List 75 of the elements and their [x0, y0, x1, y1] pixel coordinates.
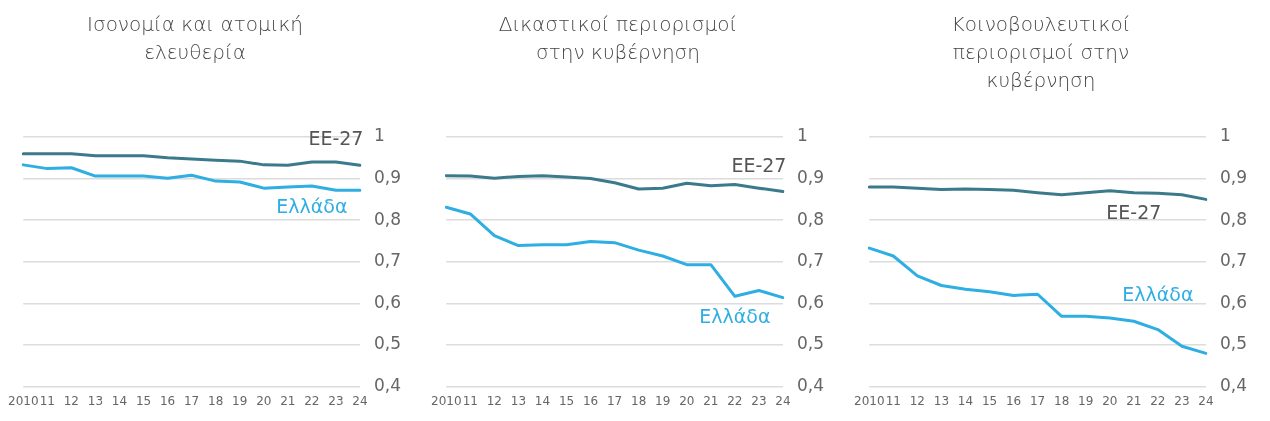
series-label: ΕΕ-27 — [731, 153, 787, 176]
y-tick-label: 0,6 — [796, 291, 825, 312]
x-tick-label: 17 — [183, 393, 200, 408]
y-tick-label: 0,4 — [796, 375, 825, 396]
x-tick-label: 14 — [534, 393, 551, 408]
x-tick-label: 11 — [39, 393, 55, 408]
y-tick-label: 1 — [796, 125, 808, 146]
x-tick-label: 13 — [933, 393, 950, 408]
x-tick-label: 24 — [1198, 393, 1214, 408]
x-tick-label: 21 — [280, 393, 296, 408]
series-label: Ελλάδα — [699, 304, 771, 327]
x-tick-label: 24 — [352, 393, 368, 408]
y-tick-label: 0,6 — [373, 291, 402, 312]
x-tick-label: 20 — [679, 393, 695, 408]
x-tick-label: 13 — [87, 393, 104, 408]
x-tick-label: 22 — [304, 393, 320, 408]
x-tick-label: 2010 — [854, 393, 885, 408]
x-tick-label: 20 — [256, 393, 272, 408]
x-tick-label: 16 — [1005, 393, 1022, 408]
y-tick-label: 0,6 — [1219, 291, 1248, 312]
y-tick-label: 0,5 — [373, 333, 402, 354]
x-tick-label: 15 — [558, 393, 575, 408]
x-tick-label: 2010 — [8, 393, 39, 408]
x-tick-label: 19 — [1078, 393, 1094, 408]
x-tick-label: 15 — [135, 393, 152, 408]
series-label: Ελλάδα — [276, 194, 348, 217]
x-tick-label: 22 — [1150, 393, 1166, 408]
series-label: Ελλάδα — [1122, 283, 1194, 306]
y-tick-label: 0,4 — [373, 375, 402, 396]
x-tick-label: 22 — [727, 393, 743, 408]
x-tick-label: 16 — [159, 393, 176, 408]
x-tick-label: 15 — [981, 393, 998, 408]
y-tick-label: 0,7 — [1219, 250, 1248, 271]
y-tick-label: 0,8 — [1219, 208, 1248, 229]
x-tick-label: 24 — [775, 393, 791, 408]
y-tick-label: 0,4 — [1219, 375, 1248, 396]
x-tick-label: 21 — [1126, 393, 1142, 408]
series-label: ΕΕ-27 — [308, 127, 364, 150]
x-tick-label: 18 — [1054, 393, 1070, 408]
y-tick-label: 0,7 — [796, 250, 825, 271]
x-tick-label: 13 — [510, 393, 527, 408]
x-tick-label: 23 — [1174, 393, 1190, 408]
x-tick-label: 21 — [703, 393, 719, 408]
series-label: ΕΕ-27 — [1106, 201, 1162, 224]
x-tick-label: 12 — [486, 393, 503, 408]
y-tick-label: 0,9 — [1219, 167, 1248, 188]
x-tick-label: 18 — [208, 393, 224, 408]
x-tick-label: 12 — [909, 393, 926, 408]
x-tick-label: 23 — [751, 393, 767, 408]
y-tick-label: 0,8 — [796, 208, 825, 229]
x-tick-label: 11 — [885, 393, 901, 408]
x-tick-label: 17 — [1029, 393, 1046, 408]
x-tick-label: 18 — [631, 393, 647, 408]
x-tick-label: 16 — [582, 393, 599, 408]
x-tick-label: 11 — [462, 393, 478, 408]
x-tick-label: 19 — [655, 393, 671, 408]
x-tick-label: 23 — [328, 393, 344, 408]
x-tick-label: 14 — [957, 393, 974, 408]
y-tick-label: 0,5 — [796, 333, 825, 354]
y-tick-label: 1 — [373, 125, 385, 146]
chart-title: Δικαστικοί περιορισμοί στην κυβέρνηση — [497, 11, 739, 66]
y-tick-label: 0,7 — [373, 250, 402, 271]
x-tick-label: 12 — [63, 393, 80, 408]
y-tick-label: 0,9 — [796, 167, 825, 188]
y-tick-label: 0,9 — [373, 167, 402, 188]
y-tick-label: 0,8 — [373, 208, 402, 229]
x-tick-label: 14 — [111, 393, 128, 408]
x-tick-label: 20 — [1102, 393, 1118, 408]
x-tick-label: 19 — [232, 393, 248, 408]
x-tick-label: 17 — [606, 393, 623, 408]
y-tick-label: 0,5 — [1219, 333, 1248, 354]
x-tick-label: 2010 — [431, 393, 462, 408]
chart-title: Ισονομία και ατομική ελευθερία — [86, 11, 304, 66]
y-tick-label: 1 — [1219, 125, 1231, 146]
chart-title: Κοινοβουλευτικοί περιορισμοί στην κυβέρνηση — [950, 11, 1132, 94]
